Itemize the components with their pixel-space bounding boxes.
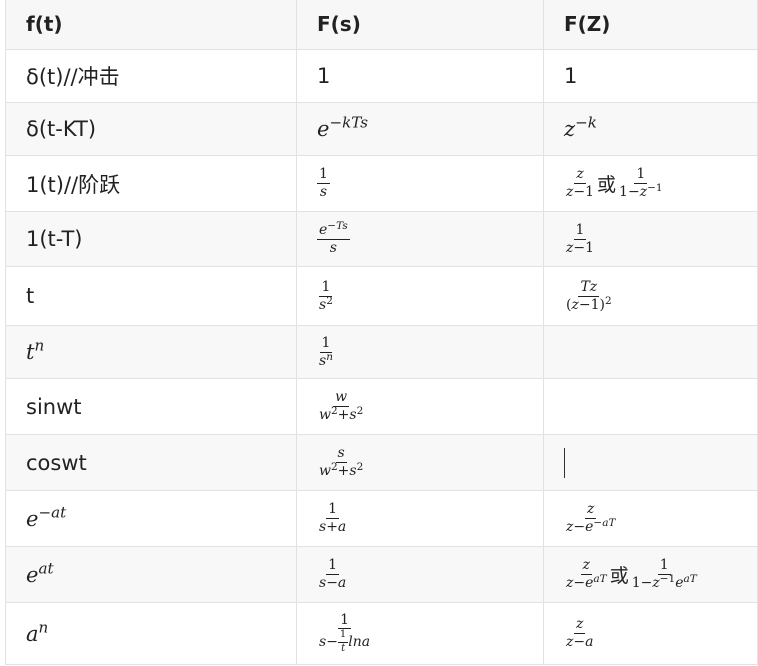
cell-fs: 1 s− 1 t lna [296,602,544,665]
fraction: 1 s−a [319,557,347,591]
math-expr: z−k [564,113,597,141]
cell-ft: 1(t-T) [5,211,297,267]
table-row: tn 1 sn [5,325,758,379]
text-cursor [564,447,565,478]
cell-fz: 1 z−1 [543,211,758,267]
cell-fz[interactable] [543,434,758,491]
math-expr: e−kTs [317,113,368,141]
table-row: sinwt w w2+s2 [5,378,758,435]
cell-fs: s w2+s2 [296,434,544,491]
header-row: f(t) F(s) F(Z) [5,0,758,50]
cell-fz: z z−e−aT [543,490,758,547]
fraction: 1 s2 [319,278,333,313]
cell-fs: e−kTs [296,102,544,156]
math-expr: eat [26,559,54,587]
cell-fz: z z−1 或 1 1−z−1 [543,155,758,212]
table-row: coswt s w2+s2 [5,434,758,491]
cell-fz [543,378,758,435]
cell-ft: sinwt [5,378,297,435]
cell-ft: coswt [5,434,297,491]
fraction: e−Ts s [317,219,350,256]
table-row: t 1 s2 Tz (z−1)2 [5,266,758,326]
header-ft: f(t) [5,0,297,50]
table-row: eat 1 s−a z z−eaT 或 1 1−z−1eaT [5,546,758,603]
cell-fs: 1 s+a [296,490,544,547]
cell-fs: 1 s−a [296,546,544,603]
fraction: 1 s+a [319,501,347,535]
cell-ft: an [5,602,297,665]
cell-ft: δ(t)//冲击 [5,49,297,103]
cell-fz: z z−a [543,602,758,665]
cell-fs: e−Ts s [296,211,544,267]
or-text: 或 [609,565,629,587]
header-fz: F(Z) [543,0,758,50]
fraction: s w2+s2 [319,445,364,479]
fraction: z z−a [566,616,594,650]
cell-ft: t [5,266,297,326]
table-row: δ(t)//冲击 1 1 [5,49,758,103]
laplace-z-transform-table: f(t) F(s) F(Z) δ(t)//冲击 1 1 δ(t-KT) e−kT… [5,0,758,665]
table-row: 1(t-T) e−Ts s 1 z−1 [5,211,758,267]
or-text: 或 [597,174,617,196]
cell-fs: 1 sn [296,325,544,379]
cell-ft: e−at [5,490,297,547]
fraction: z z−eaT [566,557,607,591]
cell-fz: z−k [543,102,758,156]
fraction: z z−e−aT [566,501,616,535]
cell-fs: 1 [296,49,544,103]
cell-fz: 1 [543,49,758,103]
cell-ft: tn [5,325,297,379]
cell-fs: 1 s2 [296,266,544,326]
table-row: an 1 s− 1 t lna z z−a [5,602,758,665]
cell-fz [543,325,758,379]
cell-fz: Tz (z−1)2 [543,266,758,326]
cell-fz: z z−eaT 或 1 1−z−1eaT [543,546,758,603]
cell-ft: eat [5,546,297,603]
fraction: z z−1 [566,166,595,200]
math-expr: e−at [26,503,67,531]
fraction: 1 sn [319,334,333,369]
cell-ft: 1(t)//阶跃 [5,155,297,212]
fraction: 1 z−1 [566,221,595,256]
table-row: δ(t-KT) e−kTs z−k [5,102,758,156]
fraction: 1 1−z−1 [619,166,663,200]
fraction: w w2+s2 [319,389,364,423]
fraction: 1 s− 1 t lna [319,611,371,654]
fraction: 1 1−z−1eaT [631,557,697,591]
header-fs: F(s) [296,0,544,50]
fraction: Tz (z−1)2 [566,278,612,313]
table-row: e−at 1 s+a z z−e−aT [5,490,758,547]
cell-fs: w w2+s2 [296,378,544,435]
math-expr: tn [26,336,45,364]
cell-ft: δ(t-KT) [5,102,297,156]
math-expr: an [26,618,49,646]
